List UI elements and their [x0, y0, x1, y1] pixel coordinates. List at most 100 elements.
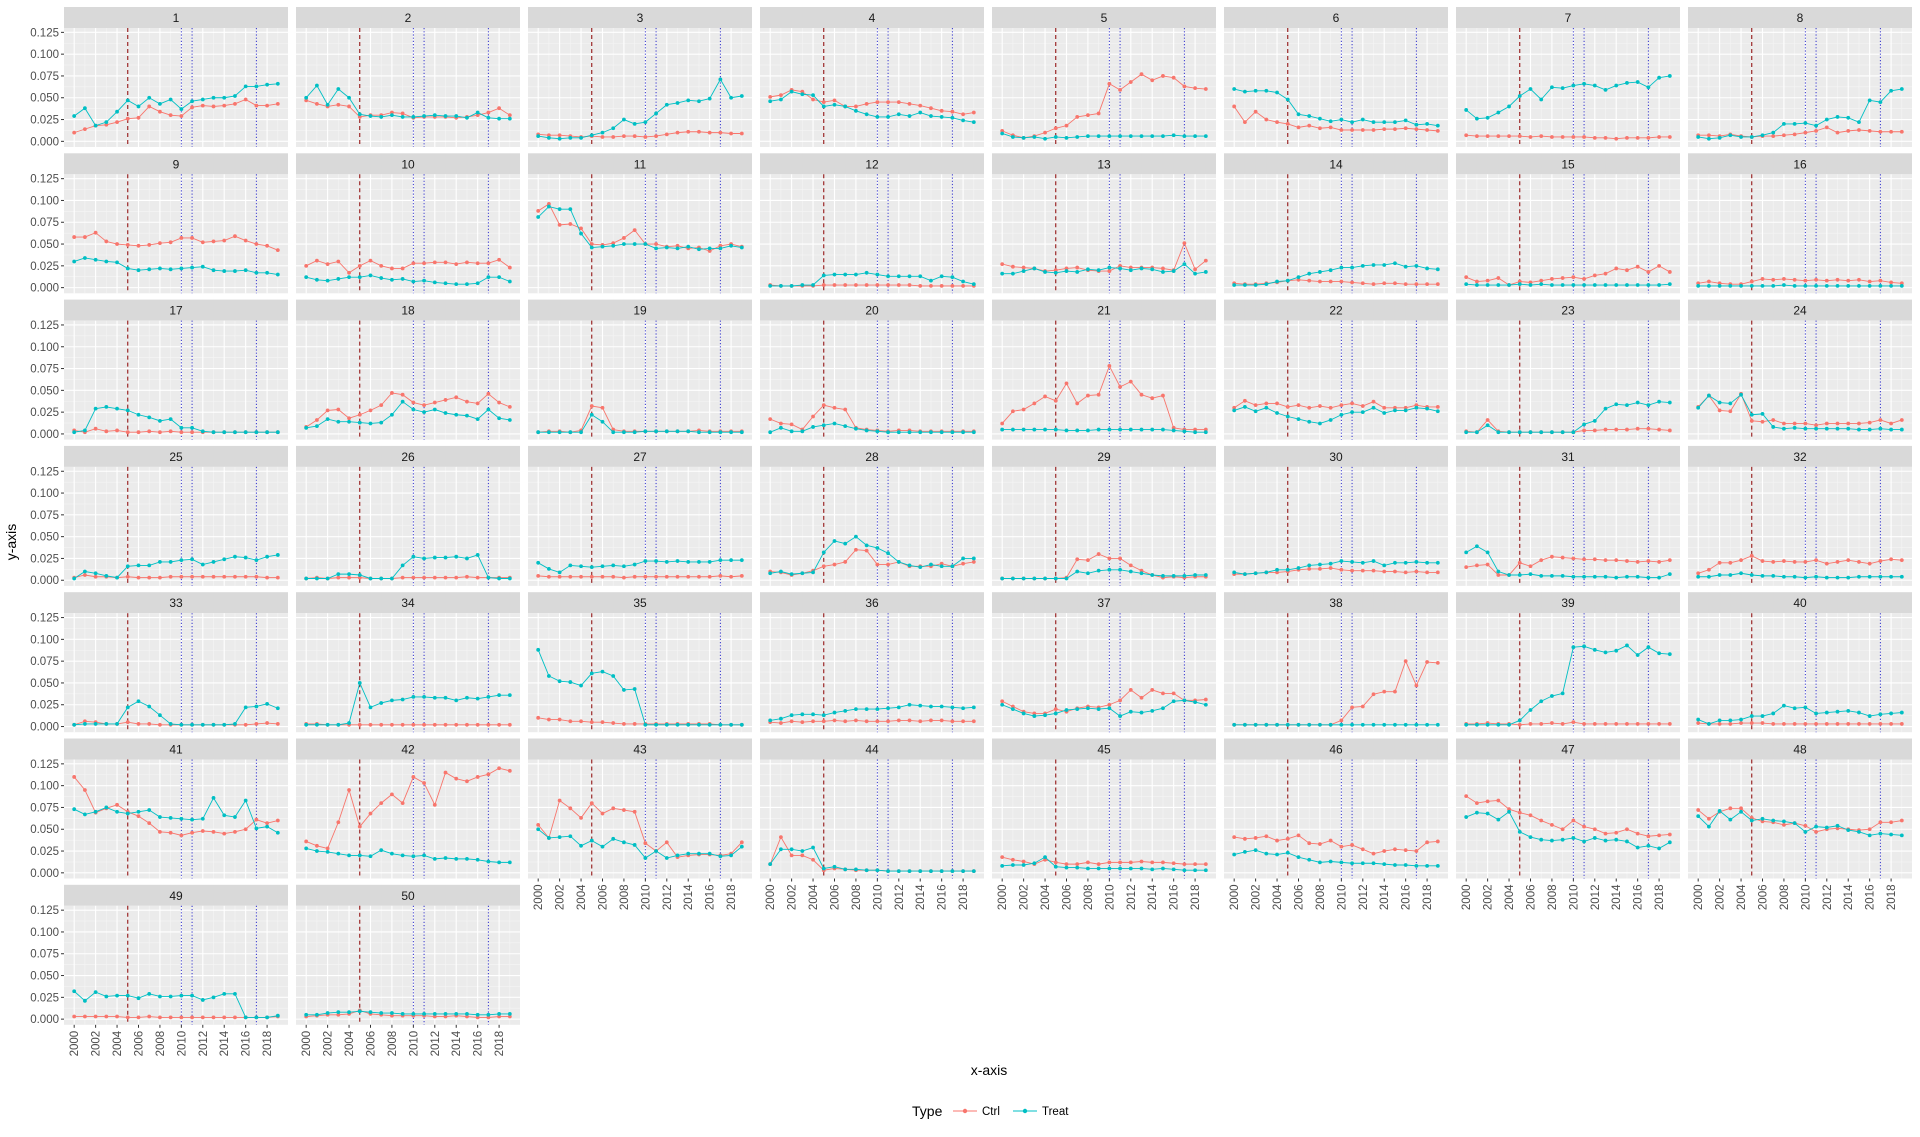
data-point-treat: [1867, 283, 1872, 288]
data-point-ctrl: [200, 829, 205, 833]
data-point-treat: [675, 101, 680, 105]
data-point-treat: [1635, 653, 1640, 657]
data-point-treat: [147, 95, 152, 100]
facet-strip: [64, 445, 288, 467]
data-point-treat: [1307, 563, 1312, 568]
data-point-ctrl: [1307, 278, 1312, 283]
data-point-treat: [336, 572, 341, 577]
data-point-treat: [1696, 405, 1701, 410]
data-point-treat: [1528, 283, 1533, 287]
data-point-treat: [507, 693, 512, 698]
data-point-treat: [465, 556, 469, 561]
data-point-treat: [1646, 645, 1651, 650]
data-point-ctrl: [72, 775, 77, 779]
data-point-treat: [896, 430, 901, 435]
x-tick-label: 2006: [1293, 885, 1305, 911]
data-point-treat: [1000, 271, 1005, 276]
data-point-ctrl: [1485, 562, 1490, 567]
panel-background: [1456, 174, 1680, 294]
data-point-treat: [497, 693, 501, 698]
x-axis-title: x-axis: [971, 1062, 1008, 1078]
data-point-treat: [1603, 283, 1608, 287]
data-point-ctrl: [1814, 829, 1818, 834]
data-point-ctrl: [918, 103, 923, 108]
facet-strip-label: 33: [169, 596, 183, 610]
data-point-ctrl: [147, 722, 152, 726]
data-point-treat: [1203, 702, 1208, 707]
data-point-ctrl: [1182, 241, 1187, 246]
data-point-ctrl: [1846, 722, 1851, 726]
data-point-treat: [589, 245, 594, 250]
data-point-treat: [1043, 855, 1047, 860]
data-point-treat: [379, 1011, 384, 1015]
facet-strip: [528, 7, 752, 28]
data-point-treat: [843, 867, 848, 872]
data-point-treat: [1803, 283, 1808, 288]
data-point-treat: [400, 853, 405, 858]
data-point-treat: [125, 98, 130, 103]
data-point-treat: [1867, 574, 1872, 579]
data-point-ctrl: [336, 820, 341, 825]
gridlines: [1456, 613, 1680, 733]
data-point-treat: [347, 1010, 351, 1015]
data-point-ctrl: [390, 722, 394, 727]
data-point-treat: [1139, 710, 1144, 715]
data-point-ctrl: [1086, 113, 1090, 118]
data-point-ctrl: [1867, 279, 1872, 284]
data-point-ctrl: [1118, 88, 1122, 92]
y-tick-label: 0.125: [30, 320, 59, 332]
data-point-ctrl: [83, 1014, 87, 1019]
data-point-treat: [1749, 573, 1754, 577]
data-point-ctrl: [939, 718, 944, 723]
data-point-treat: [1667, 74, 1672, 78]
data-point-ctrl: [632, 134, 637, 139]
data-point-ctrl: [579, 226, 583, 231]
data-point-treat: [1696, 717, 1701, 722]
data-point-ctrl: [600, 811, 605, 816]
data-point-treat: [1232, 87, 1237, 91]
data-point-ctrl: [1360, 704, 1365, 709]
data-point-treat: [611, 836, 616, 841]
data-point-treat: [939, 564, 944, 569]
data-point-treat: [1657, 75, 1661, 80]
data-point-treat: [654, 849, 658, 853]
data-point-treat: [1318, 860, 1322, 865]
panel-background: [760, 466, 984, 586]
data-point-treat: [93, 809, 98, 814]
data-point-treat: [632, 242, 637, 246]
data-point-ctrl: [1539, 278, 1544, 283]
data-point-ctrl: [854, 104, 858, 109]
data-point-treat: [600, 244, 605, 249]
facet-strip: [1456, 592, 1680, 614]
data-point-ctrl: [1824, 421, 1829, 426]
data-point-ctrl: [1339, 844, 1344, 849]
data-point-treat: [390, 698, 394, 703]
facet-strip: [1688, 738, 1912, 760]
data-point-ctrl: [379, 801, 384, 805]
data-point-treat: [611, 243, 616, 248]
data-point-treat: [718, 854, 723, 859]
facet-panel-19: 19: [528, 299, 752, 440]
data-point-treat: [707, 851, 712, 856]
data-point-ctrl: [568, 222, 573, 226]
data-point-treat: [536, 560, 541, 565]
data-point-ctrl: [1118, 263, 1122, 268]
data-point-treat: [1232, 283, 1237, 287]
facet-strip-label: 32: [1793, 450, 1807, 464]
data-point-ctrl: [72, 235, 77, 239]
data-point-treat: [896, 560, 901, 564]
facet-strip: [528, 299, 752, 321]
data-point-treat: [454, 856, 459, 861]
x-tick-label: 2000: [1693, 885, 1705, 911]
data-point-treat: [929, 869, 933, 873]
data-point-ctrl: [411, 775, 416, 779]
data-point-ctrl: [1603, 722, 1608, 726]
data-point-treat: [1792, 821, 1797, 826]
data-point-treat: [1475, 430, 1479, 435]
data-point-treat: [1625, 574, 1629, 579]
data-point-ctrl: [1128, 379, 1133, 384]
data-point-treat: [729, 243, 733, 248]
data-point-ctrl: [1485, 278, 1490, 283]
data-point-treat: [357, 112, 362, 117]
data-point-treat: [1475, 722, 1479, 727]
